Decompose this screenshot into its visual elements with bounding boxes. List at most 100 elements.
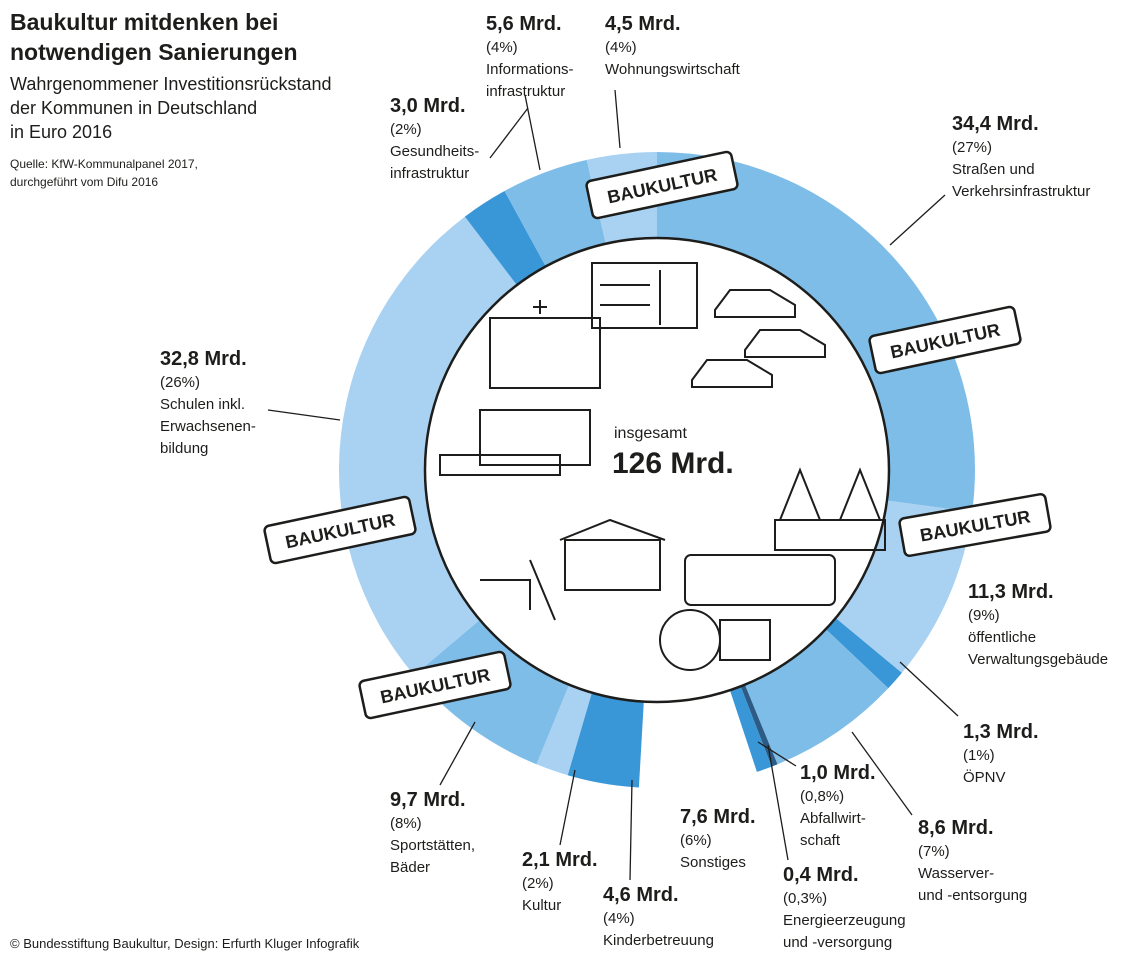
- leader-line: [851, 731, 913, 816]
- category-label: Kultur: [522, 897, 561, 914]
- segment-label: 32,8 Mrd. (26%) Schulen inkl. Erwachsenen-b…: [160, 348, 256, 457]
- subtitle: der Kommunen in Deutschland: [10, 98, 257, 118]
- donut-segment: [567, 692, 644, 788]
- tag-box: [898, 492, 1052, 558]
- category-label: infrastruktur: [486, 83, 565, 100]
- value-label: 1,3 Mrd.: [963, 721, 1039, 743]
- leader-line: [767, 744, 789, 861]
- value-label: 32,8 Mrd.: [160, 348, 247, 370]
- leader-line: [267, 409, 341, 421]
- share-label: (9%): [968, 607, 1000, 624]
- share-label: (0,3%): [783, 890, 827, 907]
- category-label: Kinderbetreuung: [603, 932, 714, 949]
- segment-label: 8,6 Mrd. (7%) Wasserver-und -entsorgung: [918, 817, 1027, 904]
- leader-line: [489, 107, 529, 159]
- donut-segment: [536, 684, 592, 776]
- segment-label: 4,6 Mrd. (4%) Kinderbetreuung: [603, 884, 714, 949]
- category-label: Gesundheits-: [390, 143, 479, 160]
- leader-line: [524, 94, 541, 171]
- category-label: Bäder: [390, 859, 430, 876]
- leader-line: [757, 741, 797, 767]
- category-label: infrastruktur: [390, 165, 469, 182]
- center-value: 126 Mrd.: [612, 447, 734, 480]
- donut-segment: [825, 618, 902, 689]
- category-label: Informations-: [486, 61, 574, 78]
- category-label: und -versorgung: [783, 934, 892, 951]
- value-label: 3,0 Mrd.: [390, 95, 466, 117]
- credit: © Bundesstiftung Baukultur, Design: Erfu…: [10, 936, 360, 951]
- category-label: Verwaltungsgebäude: [968, 651, 1108, 668]
- subtitle: in Euro 2016: [10, 122, 112, 142]
- segment-label: 34,4 Mrd. (27%) Straßen und Verkehrsinfrast…: [952, 113, 1090, 200]
- share-label: (0,8%): [800, 788, 844, 805]
- category-label: Schulen inkl.: [160, 396, 245, 413]
- segment-label: 7,6 Mrd. (6%) Sonstiges: [680, 806, 756, 871]
- donut-segment: [729, 686, 772, 772]
- value-label: 34,4 Mrd.: [952, 113, 1039, 135]
- source: durchgeführt vom Difu 2016: [10, 175, 158, 189]
- chart-title: Baukultur mitdenken bei: [10, 9, 278, 35]
- value-label: 0,4 Mrd.: [783, 864, 859, 886]
- donut-segment: [638, 690, 757, 788]
- value-label: 4,5 Mrd.: [605, 13, 681, 35]
- share-label: (2%): [390, 121, 422, 138]
- category-label: Erwachsenen-: [160, 418, 256, 435]
- share-label: (6%): [680, 832, 712, 849]
- tag-box: [868, 305, 1022, 375]
- share-label: (4%): [605, 39, 637, 56]
- illustrations: [439, 262, 886, 671]
- share-label: (7%): [918, 843, 950, 860]
- category-label: Wohnungswirtschaft: [605, 61, 741, 78]
- category-label: Straßen und: [952, 161, 1035, 178]
- value-label: 9,7 Mrd.: [390, 789, 466, 811]
- value-label: 4,6 Mrd.: [603, 884, 679, 906]
- segment-label: 5,6 Mrd. (4%) Informations-infrastruktur: [486, 13, 574, 100]
- value-label: 7,6 Mrd.: [680, 806, 756, 828]
- share-label: (1%): [963, 747, 995, 764]
- tag-box: [585, 150, 739, 220]
- tag-box: [358, 650, 512, 720]
- category-label: Abfallwirt-: [800, 810, 866, 827]
- leader-line: [439, 721, 476, 786]
- category-label: ÖPNV: [963, 768, 1006, 786]
- category-label: Sportstätten,: [390, 837, 475, 854]
- segment-label: 3,0 Mrd. (2%) Gesundheits-infrastruktur: [390, 95, 479, 182]
- inner-outline: [423, 236, 891, 704]
- segment-label: 9,7 Mrd. (8%) Sportstätten, Bäder: [390, 789, 475, 876]
- share-label: (8%): [390, 815, 422, 832]
- value-label: 5,6 Mrd.: [486, 13, 562, 35]
- leader-line: [889, 194, 946, 246]
- share-label: (4%): [486, 39, 518, 56]
- value-label: 11,3 Mrd.: [968, 581, 1054, 603]
- share-label: (26%): [160, 374, 200, 391]
- category-label: öffentliche: [968, 629, 1036, 646]
- donut-segment: [504, 159, 606, 267]
- category-label: Sonstiges: [680, 854, 746, 871]
- leader-line: [559, 769, 576, 846]
- segment-label: 1,3 Mrd. (1%) ÖPNV: [963, 721, 1039, 786]
- share-label: (4%): [603, 910, 635, 927]
- chart-title: notwendigen Sanierungen: [10, 39, 298, 65]
- value-label: 8,6 Mrd.: [918, 817, 994, 839]
- leader-line: [899, 661, 959, 717]
- donut-segment: [657, 152, 975, 512]
- segment-label: 1,0 Mrd. (0,8%) Abfallwirt-schaft: [800, 762, 876, 849]
- category-label: schaft: [800, 832, 841, 849]
- value-label: 1,0 Mrd.: [800, 762, 876, 784]
- share-label: (2%): [522, 875, 554, 892]
- leader-line: [614, 89, 621, 149]
- share-label: (27%): [952, 139, 992, 156]
- baukultur-tag: BAUKULTUR: [868, 305, 1022, 375]
- source: Quelle: KfW-Kommunalpanel 2017,: [10, 157, 198, 171]
- center-label: insgesamt: [614, 425, 687, 442]
- segment-label: 2,1 Mrd. (2%) Kultur: [522, 849, 598, 914]
- tag-box: [263, 495, 417, 565]
- segment-label: 4,5 Mrd. (4%) Wohnungswirtschaft: [605, 13, 741, 78]
- category-label: und -entsorgung: [918, 887, 1027, 904]
- value-label: 2,1 Mrd.: [522, 849, 598, 871]
- donut-segment: [464, 190, 546, 286]
- donut-segment: [339, 216, 517, 676]
- segment-label: 0,4 Mrd. (0,3%) Energieerzeugung und -verso…: [783, 864, 906, 951]
- donut-segment: [744, 629, 889, 765]
